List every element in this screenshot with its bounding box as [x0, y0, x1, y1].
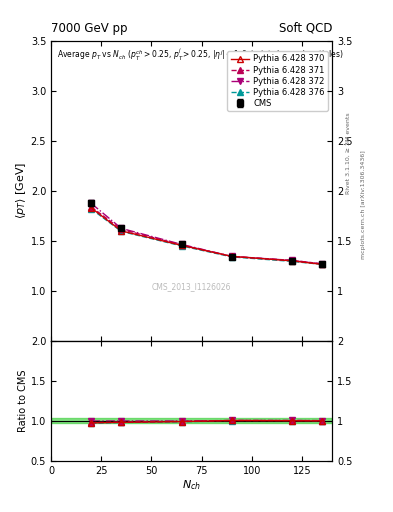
Pythia 6.428 372	[179, 241, 184, 247]
Pythia 6.428 370	[320, 261, 324, 267]
Pythia 6.428 371	[230, 253, 234, 260]
Pythia 6.428 376	[179, 243, 184, 249]
Pythia 6.428 371	[290, 258, 294, 264]
Pythia 6.428 372	[230, 253, 234, 260]
Pythia 6.428 376	[230, 254, 234, 260]
X-axis label: $N_{ch}$: $N_{ch}$	[182, 478, 201, 492]
Text: 7000 GeV pp: 7000 GeV pp	[51, 22, 128, 35]
Text: CMS_2013_I1126026: CMS_2013_I1126026	[152, 282, 231, 291]
Line: Pythia 6.428 370: Pythia 6.428 370	[88, 205, 325, 267]
Line: Pythia 6.428 376: Pythia 6.428 376	[88, 206, 325, 267]
Pythia 6.428 371	[320, 261, 324, 267]
Y-axis label: $\langle p_T \rangle$ [GeV]: $\langle p_T \rangle$ [GeV]	[14, 162, 28, 220]
Pythia 6.428 371	[119, 226, 124, 232]
Text: Soft QCD: Soft QCD	[279, 22, 332, 35]
Pythia 6.428 376	[320, 261, 324, 267]
Pythia 6.428 372	[89, 200, 94, 206]
Pythia 6.428 372	[320, 261, 324, 267]
Pythia 6.428 370	[290, 258, 294, 264]
Pythia 6.428 370	[230, 253, 234, 260]
Pythia 6.428 372	[290, 258, 294, 264]
Pythia 6.428 370	[179, 242, 184, 248]
Text: Average $p_T$ vs $N_{ch}$ ($p_T^{ch}>$0.25, $p_T^{j}>$0.25, $|\eta^j|<$1.9, in-j: Average $p_T$ vs $N_{ch}$ ($p_T^{ch}>$0.…	[57, 47, 343, 63]
Bar	[51, 418, 332, 423]
Legend: Pythia 6.428 370, Pythia 6.428 371, Pythia 6.428 372, Pythia 6.428 376, CMS: Pythia 6.428 370, Pythia 6.428 371, Pyth…	[227, 51, 328, 111]
Pythia 6.428 371	[89, 204, 94, 210]
Pythia 6.428 371	[179, 242, 184, 248]
Pythia 6.428 376	[290, 258, 294, 264]
Pythia 6.428 376	[119, 228, 124, 234]
Pythia 6.428 376	[89, 206, 94, 212]
Line: Pythia 6.428 372: Pythia 6.428 372	[88, 201, 325, 267]
Line: Pythia 6.428 371: Pythia 6.428 371	[88, 204, 325, 267]
Text: Rivet 3.1.10, ≥ 3M events: Rivet 3.1.10, ≥ 3M events	[345, 113, 350, 195]
Text: mcplots.cern.ch [arXiv:1306.3436]: mcplots.cern.ch [arXiv:1306.3436]	[361, 151, 366, 259]
Pythia 6.428 370	[119, 228, 124, 234]
Pythia 6.428 370	[89, 205, 94, 211]
Pythia 6.428 372	[119, 225, 124, 231]
Y-axis label: Ratio to CMS: Ratio to CMS	[18, 370, 28, 432]
